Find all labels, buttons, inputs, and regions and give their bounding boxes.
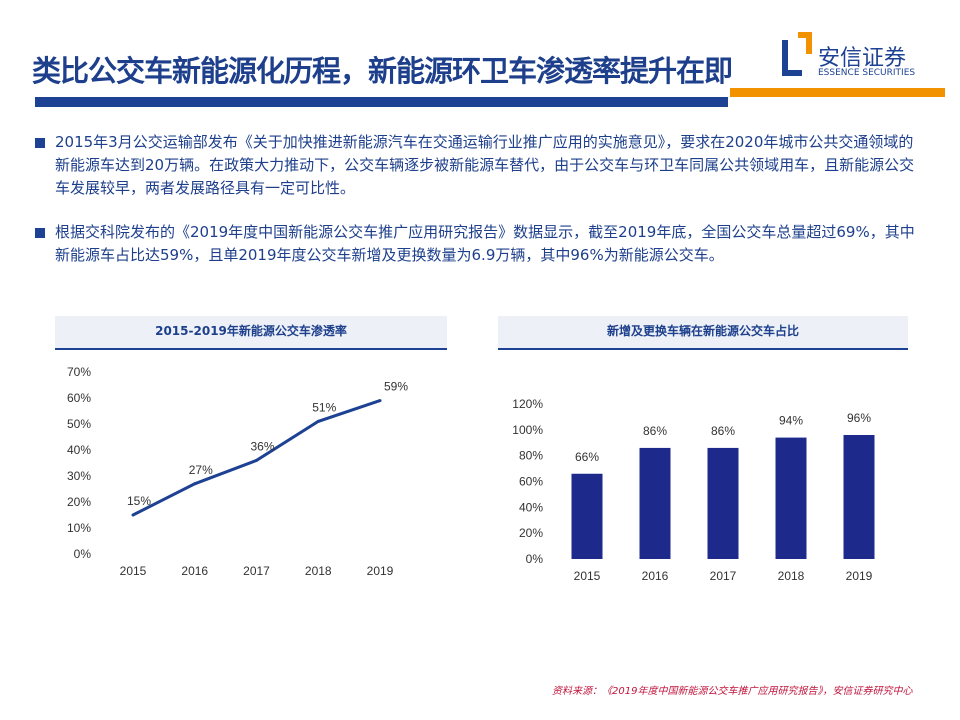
y-tick-label: 10% [67, 521, 91, 535]
data-label: 36% [250, 439, 274, 453]
x-tick-label: 2018 [305, 564, 332, 578]
bullet-2: 根据交科院发布的《2019年度中国新能源公交车推广应用研究报告》数据显示，截至2… [35, 221, 920, 267]
y-tick-label: 50% [67, 417, 91, 431]
data-label: 27% [189, 463, 213, 477]
x-tick-label: 2016 [181, 564, 208, 578]
line-chart-title: 2015-2019年新能源公交车渗透率 [55, 316, 447, 350]
bullet-square-icon [35, 138, 45, 148]
data-label: 15% [127, 494, 151, 508]
accent-bar [730, 88, 945, 97]
data-point [255, 458, 258, 462]
y-tick-label: 40% [67, 443, 91, 457]
y-tick-label: 60% [67, 391, 91, 405]
y-tick-label: 20% [67, 495, 91, 509]
data-label: 59% [384, 380, 408, 394]
y-tick-label: 0% [74, 547, 92, 561]
y-tick-label: 70% [67, 365, 91, 379]
x-tick-label: 2015 [120, 564, 147, 578]
data-point [131, 513, 135, 517]
x-tick-label: 2019 [367, 564, 394, 578]
bullet-square-icon [35, 228, 45, 238]
x-tick-label: 2017 [243, 564, 270, 578]
logo: 安信证券 ESSENCE SECURITIES [780, 30, 950, 85]
data-label: 51% [312, 400, 336, 414]
bar-chart-title: 新增及更换车辆在新能源公交车占比 [498, 316, 908, 350]
title-underline [35, 97, 728, 107]
logo-en: ESSENCE SECURITIES [818, 68, 916, 78]
page-title: 类比公交车新能源化历程，新能源环卫车渗透率提升在即 [32, 54, 733, 88]
data-point [316, 419, 320, 423]
logo-cn: 安信证券 [818, 46, 907, 71]
data-point [193, 482, 197, 486]
data-point [378, 399, 382, 403]
bullet-1: 2015年3月公交运输部发布《关于加快推进新能源汽车在交通运输行业推广应用的实施… [35, 131, 920, 200]
line-series [132, 399, 381, 517]
y-tick-label: 30% [67, 469, 91, 483]
logo-mark-icon [782, 32, 812, 76]
source-note: 资料来源：《2019年度中国新能源公交车推广应用研究报告》，安信证券研究中心 [552, 686, 913, 697]
